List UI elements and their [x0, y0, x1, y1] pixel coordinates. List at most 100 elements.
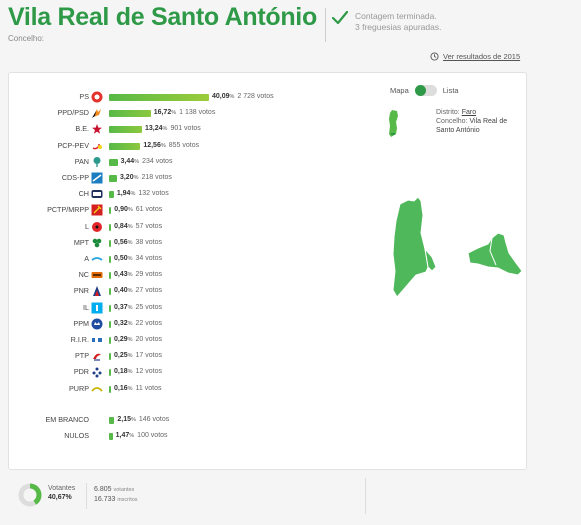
party-row[interactable]: R.I.R. 0,29% 20 votos: [9, 334, 389, 346]
party-row[interactable]: PDR 0,18% 12 votos: [9, 366, 389, 378]
voters-percentage: 40,67%: [48, 494, 72, 501]
vote-percentage: 0,37: [114, 303, 128, 311]
vote-percentage: 40,09: [212, 93, 230, 100]
party-name: PCTP/MRPP: [47, 205, 89, 215]
vote-values: 0,84% 57 votos: [114, 221, 162, 233]
previous-results-link[interactable]: Ver resultados de 2015: [430, 52, 520, 61]
party-row[interactable]: CH 1,94% 132 votos: [9, 188, 389, 200]
registered-count: 16.733: [94, 496, 116, 503]
party-name: CDS-PP: [61, 173, 89, 182]
party-row[interactable]: MPT 0,56% 38 votos: [9, 237, 389, 249]
vote-count: 855 votos: [168, 141, 200, 149]
party-row[interactable]: PTP 0,25% 17 votos: [9, 350, 389, 362]
pdr-icon: [91, 366, 103, 378]
party-row[interactable]: PCTP/MRPP 0,90% 61 votos: [9, 204, 389, 216]
map-list-switch[interactable]: [414, 85, 437, 96]
vote-values: 3,44% 234 votos: [121, 156, 173, 168]
vote-bar: [109, 288, 111, 296]
mrpp-hammer-icon: [91, 204, 103, 216]
toggle-map-label[interactable]: Mapa: [390, 86, 409, 95]
mpt-clover-icon: [91, 237, 103, 249]
vote-count: 27 votos: [135, 287, 162, 295]
vote-values: 16,72% 1 138 votos: [154, 107, 216, 119]
toggle-list-label[interactable]: Lista: [442, 86, 459, 95]
party-row[interactable]: PPD/PSD 16,72% 1 138 votos: [9, 107, 389, 119]
district-link[interactable]: Faro: [461, 109, 477, 116]
portugal-locator-icon: [389, 110, 398, 137]
vote-bar: [109, 191, 114, 199]
view-toggle[interactable]: Mapa Lista: [390, 85, 459, 96]
vote-percentage: 0,43: [114, 271, 128, 279]
vote-bar: [109, 158, 118, 166]
party-name: MPT: [73, 237, 89, 247]
previous-results-label[interactable]: Ver resultados de 2015: [443, 52, 521, 61]
party-row[interactable]: CDS-PP 3,20% 218 votos: [9, 172, 389, 184]
percent-unit: %: [229, 94, 235, 100]
party-name: NULOS: [64, 431, 89, 440]
ppm-crown-icon: [91, 318, 103, 330]
party-row[interactable]: PPM 0,32% 22 votos: [9, 318, 389, 330]
il-icon: [91, 302, 103, 314]
percent-unit: %: [130, 417, 136, 423]
percent-unit: %: [130, 191, 136, 198]
vote-count: 20 votos: [135, 336, 162, 343]
vote-count: 57 votos: [135, 222, 163, 230]
party-row[interactable]: PAN 3,44% 234 votos: [9, 156, 389, 168]
vote-count: 218 votos: [141, 174, 172, 181]
vote-values: 1,94% 132 votos: [117, 188, 169, 200]
blank-null-row[interactable]: NULOS 1,47% 100 votos: [9, 430, 389, 442]
council-name-1: Vila Real de: [469, 118, 508, 125]
vote-bar: [109, 256, 111, 263]
party-row[interactable]: A 0,50% 34 votos: [9, 253, 389, 265]
vote-values: 0,50% 34 votos: [114, 253, 162, 265]
party-row[interactable]: PS 40,09% 2 728 votos: [9, 91, 389, 103]
blank-null-row[interactable]: EM BRANCO 2,15% 146 votos: [9, 414, 389, 426]
vote-percentage: 1,47: [115, 432, 130, 439]
parish-map[interactable]: [384, 193, 524, 308]
header: Vila Real de Santo António Concelho: Con…: [0, 0, 581, 70]
check-icon: [332, 11, 348, 25]
header-divider: [325, 8, 326, 42]
footer-summary: Votantes 40,67% 6.805 votantes 16.733 in…: [0, 475, 581, 520]
vote-bar: [109, 272, 111, 280]
be-star-icon: [91, 123, 103, 135]
vote-values: 1,47% 100 votos: [116, 430, 168, 442]
party-row[interactable]: PURP 0,16% 11 votos: [9, 383, 389, 395]
percent-unit: %: [127, 304, 133, 311]
vote-count: 29 votos: [135, 271, 162, 279]
percent-unit: %: [127, 385, 133, 392]
vote-bar: [109, 94, 209, 101]
footer-stats: 6.805 votantes 16.733 inscritos: [94, 485, 138, 505]
vote-percentage: 0,90: [114, 206, 128, 214]
party-row[interactable]: PNR 0,40% 27 votos: [9, 285, 389, 297]
percent-unit: %: [127, 223, 133, 230]
party-row[interactable]: L 0,84% 57 votos: [9, 221, 389, 233]
party-name: B.E.: [75, 124, 89, 134]
parish-monte-gordo[interactable]: [424, 247, 437, 272]
vote-count: 12 votos: [135, 368, 162, 376]
party-name: PCP-PEV: [57, 140, 89, 150]
party-name: PTP: [75, 351, 89, 361]
results-card: PS 40,09% 2 728 votos PPD/PSD 16,72% 1 138 vo…: [8, 72, 527, 470]
vote-percentage: 0,18: [114, 368, 128, 376]
vote-percentage: 3,20: [119, 174, 134, 181]
alianca-icon: [91, 253, 103, 265]
percent-unit: %: [127, 353, 133, 360]
status-line-1: Contagem terminada.: [355, 11, 437, 21]
party-row[interactable]: PCP-PEV 12,56% 855 votos: [9, 140, 389, 152]
vote-percentage: 0,32: [114, 319, 128, 327]
percent-unit: %: [127, 320, 133, 327]
vote-percentage: 12,56: [143, 141, 161, 149]
percent-unit: %: [127, 337, 133, 343]
party-row[interactable]: IL 0,37% 25 votos: [9, 302, 389, 314]
parish-vila-real[interactable]: [392, 196, 429, 298]
footer-divider: [86, 483, 87, 509]
council-name-2: Santo António: [436, 127, 480, 134]
vote-percentage: 0,16: [114, 384, 128, 392]
party-row[interactable]: NC 0,43% 29 votos: [9, 269, 389, 281]
parish-vila-nova-cacela[interactable]: [467, 232, 523, 276]
party-row[interactable]: B.E. 13,24% 901 votos: [9, 123, 389, 135]
vote-bar: [109, 353, 111, 361]
pnr-flame-icon: [91, 285, 103, 297]
livre-poppy-icon: [91, 221, 103, 233]
